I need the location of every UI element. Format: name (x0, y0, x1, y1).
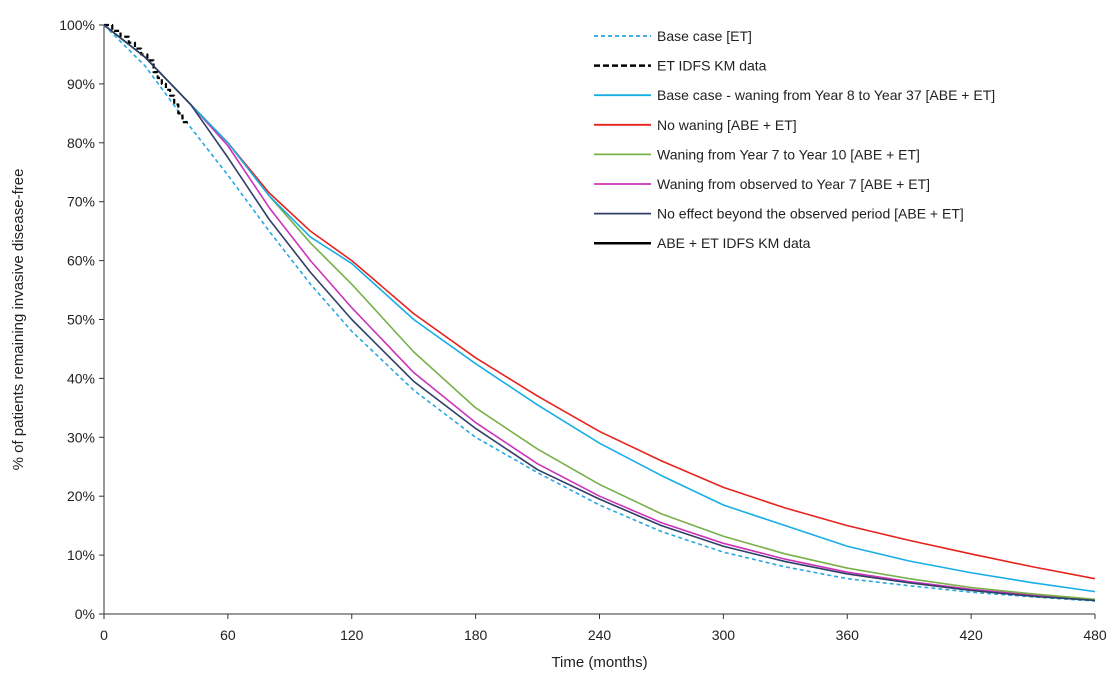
y-tick-label: 40% (67, 370, 95, 386)
series-line-6 (103, 24, 1096, 602)
x-tick-label: 420 (959, 627, 983, 643)
series-lines (103, 23, 1096, 602)
y-tick-label: 20% (67, 488, 95, 504)
x-tick-label: 360 (836, 627, 860, 643)
x-tick-label: 300 (712, 627, 736, 643)
y-tick-label: 30% (67, 429, 95, 445)
x-tick-label: 120 (340, 627, 364, 643)
x-tick-label: 240 (588, 627, 612, 643)
legend-label: Waning from observed to Year 7 [ABE + ET… (657, 176, 930, 192)
axes: 0% 10% 20% 30% 40% 50% 60% 70% 80% 90% 100% 0 60 120 1… (59, 17, 1107, 643)
x-axis-title: Time (months) (551, 654, 647, 671)
series-line-0 (103, 24, 1096, 602)
series-line-4 (103, 24, 1096, 601)
y-tick-label: 100% (59, 17, 95, 33)
legend-label: No waning [ABE + ET] (657, 117, 797, 133)
legend-label: ABE + ET IDFS KM data (657, 235, 811, 251)
x-tick-label: 60 (220, 627, 236, 643)
legend: Base case [ET] ET IDFS KM data Base case -… (594, 28, 995, 251)
y-tick-label: 10% (67, 547, 95, 563)
y-tick-label: 0% (75, 606, 95, 622)
y-tick-label: 50% (67, 312, 95, 328)
series-line-5 (103, 24, 1096, 601)
x-tick-label: 480 (1083, 627, 1107, 643)
y-axis-title: % of patients remaining invasive disease… (10, 169, 27, 471)
legend-label: No effect beyond the observed period [AB… (657, 206, 964, 222)
x-tick-label: 0 (100, 627, 108, 643)
y-tick-label: 60% (67, 253, 95, 269)
legend-label: Base case [ET] (657, 28, 752, 44)
series-line-1 (104, 23, 191, 124)
y-tick-label: 90% (67, 76, 95, 92)
legend-label: Base case - waning from Year 8 to Year 3… (657, 87, 995, 103)
legend-label: ET IDFS KM data (657, 58, 767, 74)
series-line-2 (103, 24, 1096, 593)
x-tick-label: 180 (464, 627, 488, 643)
y-tick-label: 70% (67, 194, 95, 210)
y-tick-label: 80% (67, 135, 95, 151)
legend-label: Waning from Year 7 to Year 10 [ABE + ET] (657, 146, 920, 162)
